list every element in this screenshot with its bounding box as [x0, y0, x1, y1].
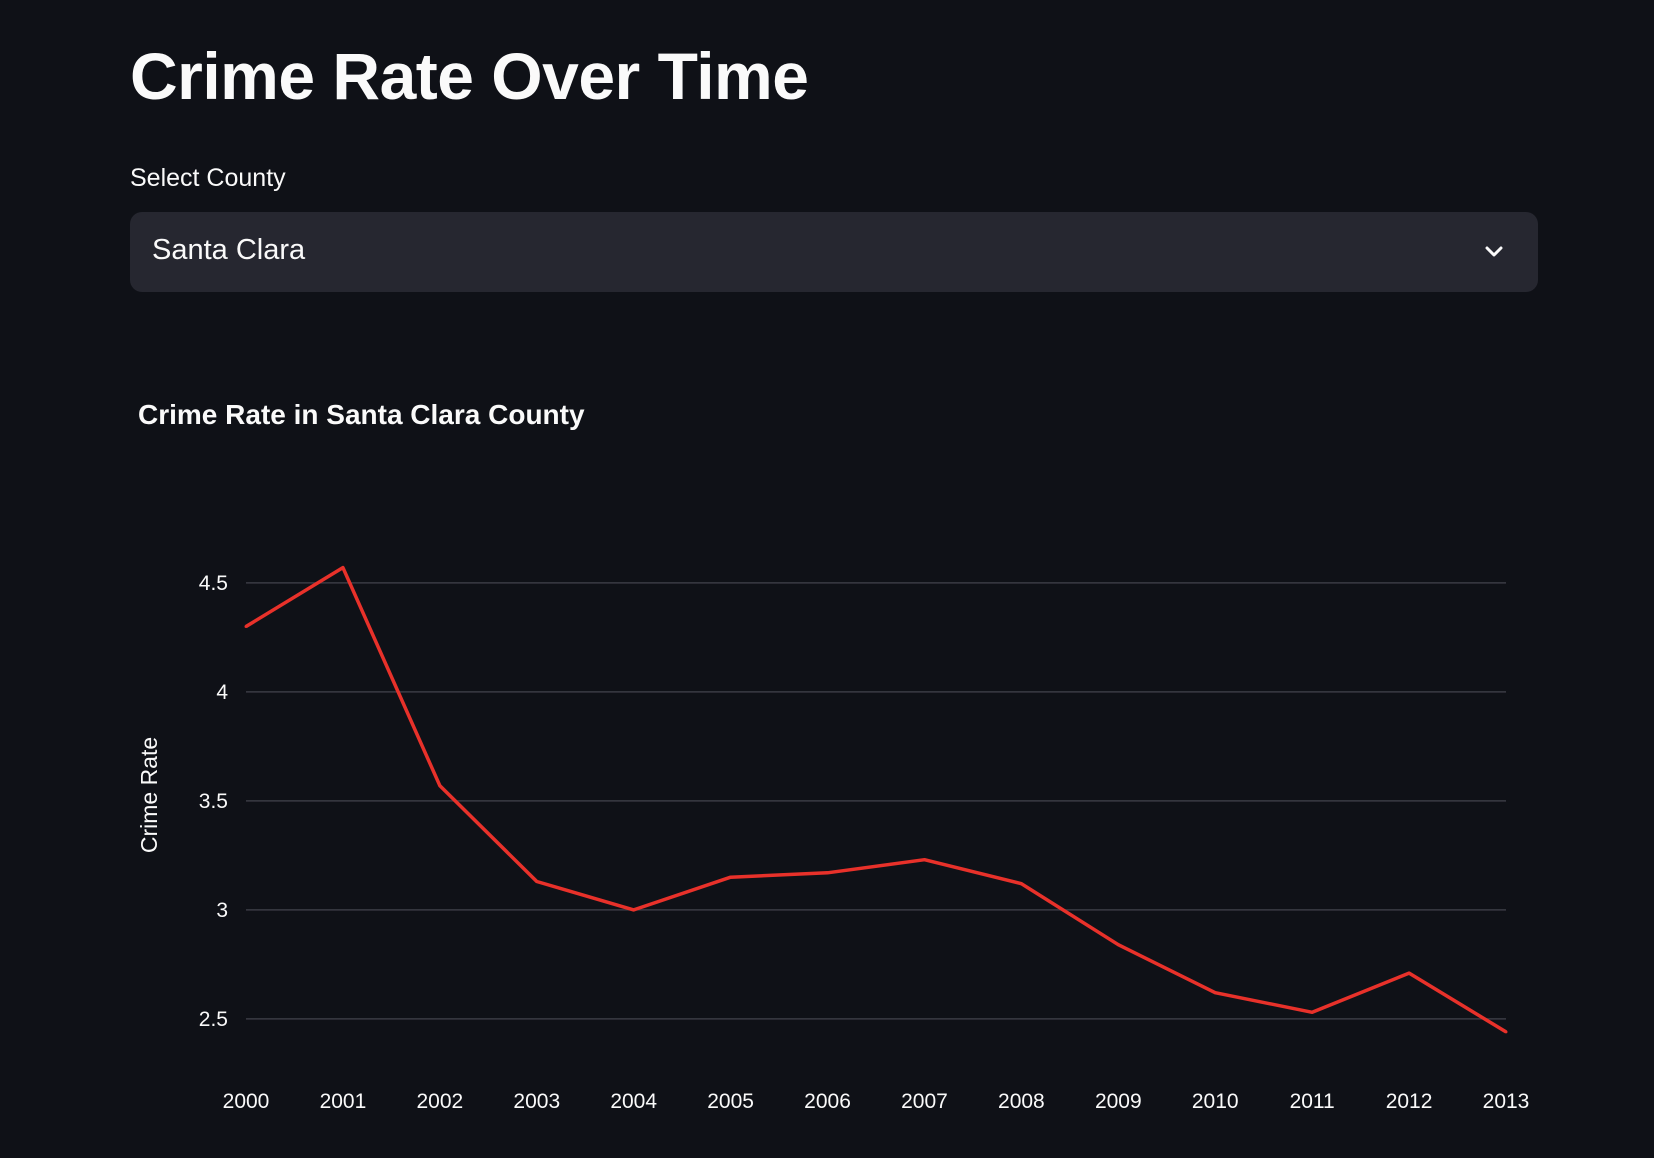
- x-tick-label: 2008: [998, 1090, 1045, 1113]
- series-line: [245, 565, 1507, 1034]
- x-tick-label: 2003: [513, 1090, 560, 1113]
- y-tick-label: 4: [216, 681, 228, 704]
- x-tick-label: 2000: [223, 1090, 270, 1113]
- county-select-label: Select County: [130, 164, 286, 192]
- x-tick-label: 2002: [416, 1090, 463, 1113]
- x-tick-label: 2005: [707, 1090, 754, 1113]
- x-tick-label: 2010: [1192, 1090, 1239, 1113]
- y-tick-label: 2.5: [199, 1008, 228, 1031]
- data-point: [922, 858, 926, 862]
- y-tick-label: 3: [216, 899, 228, 922]
- chevron-down-icon[interactable]: [1480, 238, 1508, 266]
- data-point: [1116, 943, 1120, 947]
- y-axis-ticks: 2.5 3 3.5 4 4.5: [199, 572, 229, 1031]
- county-select[interactable]: Santa Clara: [130, 212, 1538, 292]
- data-point: [1310, 1010, 1314, 1014]
- y-axis-label: Crime Rate: [136, 737, 162, 853]
- data-point: [1019, 882, 1023, 886]
- chart-title: Crime Rate in Santa Clara County: [138, 399, 585, 430]
- data-point: [729, 875, 733, 879]
- data-point: [826, 871, 830, 875]
- data-point: [1407, 971, 1411, 975]
- x-tick-label: 2012: [1386, 1090, 1433, 1113]
- county-select-value: Santa Clara: [152, 234, 306, 266]
- x-tick-label: 2013: [1483, 1090, 1530, 1113]
- x-tick-label: 2007: [901, 1090, 948, 1113]
- grid-lines: [246, 582, 1506, 1020]
- page-title: Crime Rate Over Time: [130, 39, 809, 113]
- data-point: [1504, 1030, 1508, 1034]
- data-point: [244, 624, 248, 628]
- x-tick-label: 2004: [610, 1090, 657, 1113]
- series-layer: [244, 565, 1508, 1034]
- data-point: [438, 784, 442, 788]
- data-point: [535, 880, 539, 884]
- x-tick-label: 2009: [1095, 1090, 1142, 1113]
- x-tick-label: 2001: [320, 1090, 367, 1113]
- y-tick-label: 3.5: [199, 790, 228, 813]
- x-axis-ticks: 2000 2001 2002 2003 2004 2005 2006 2007 2008 2009…: [223, 1090, 1530, 1113]
- data-point: [632, 908, 636, 912]
- x-tick-label: 2006: [804, 1090, 851, 1113]
- y-tick-label: 4.5: [199, 572, 228, 595]
- data-point: [1213, 991, 1217, 995]
- x-tick-label: 2011: [1290, 1090, 1335, 1113]
- data-point: [341, 566, 345, 570]
